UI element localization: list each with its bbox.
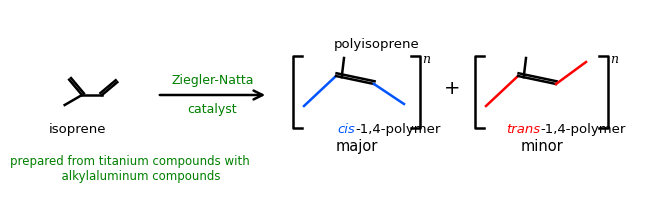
- Text: prepared from titanium compounds with
      alkylaluminum compounds: prepared from titanium compounds with al…: [10, 155, 249, 183]
- Text: cis: cis: [338, 123, 356, 136]
- Text: +: +: [444, 78, 460, 97]
- Text: polyisoprene: polyisoprene: [334, 38, 419, 51]
- Text: n: n: [610, 53, 618, 66]
- Text: major: major: [335, 139, 378, 154]
- Text: Ziegler-Natta: Ziegler-Natta: [171, 74, 254, 87]
- Text: isoprene: isoprene: [48, 123, 106, 136]
- Text: -1,4-polymer: -1,4-polymer: [356, 123, 441, 136]
- Text: -1,4-polymer: -1,4-polymer: [540, 123, 626, 136]
- Text: n: n: [422, 53, 430, 66]
- Text: minor: minor: [520, 139, 563, 154]
- Text: trans: trans: [506, 123, 540, 136]
- Text: catalyst: catalyst: [188, 103, 237, 116]
